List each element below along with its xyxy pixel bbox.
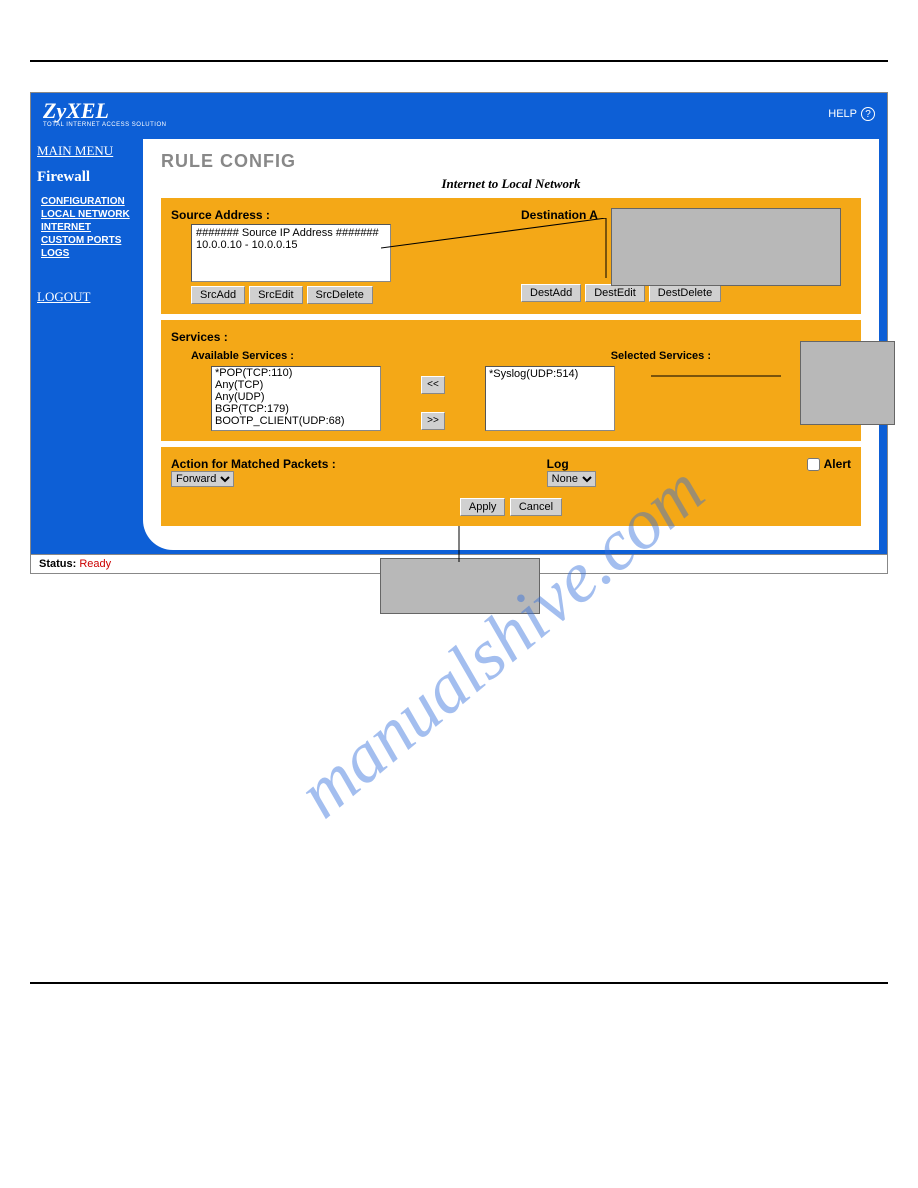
page-title: RULE CONFIG bbox=[161, 151, 861, 172]
callout-box-bottom bbox=[380, 558, 540, 614]
matched-packets-label: Action for Matched Packets : bbox=[171, 457, 336, 471]
dest-edit-button[interactable]: DestEdit bbox=[585, 284, 645, 302]
help-label: HELP bbox=[828, 108, 857, 120]
log-select[interactable]: None bbox=[547, 471, 596, 487]
list-item[interactable]: Any(UDP) bbox=[212, 391, 380, 403]
list-item[interactable]: Any(TCP) bbox=[212, 379, 380, 391]
src-add-button[interactable]: SrcAdd bbox=[191, 286, 245, 304]
services-panel: Services : Available Services : Selected… bbox=[161, 320, 861, 441]
sidebar-item-configuration[interactable]: CONFIGURATION bbox=[37, 196, 137, 207]
dest-delete-button[interactable]: DestDelete bbox=[649, 284, 721, 302]
callout-box-right bbox=[800, 341, 895, 425]
available-services-label: Available Services : bbox=[191, 350, 294, 362]
address-panel: Source Address : ####### Source IP Addre… bbox=[161, 198, 861, 314]
action-panel: Action for Matched Packets : Forward Log… bbox=[161, 447, 861, 526]
content-panel: RULE CONFIG Internet to Local Network So… bbox=[143, 139, 879, 550]
available-services-list[interactable]: *POP(TCP:110) Any(TCP) Any(UDP) BGP(TCP:… bbox=[211, 366, 381, 431]
list-item: ####### Source IP Address ####### bbox=[196, 227, 386, 239]
dest-add-button[interactable]: DestAdd bbox=[521, 284, 581, 302]
logo-tagline: TOTAL INTERNET ACCESS SOLUTION bbox=[43, 122, 166, 128]
move-right-button[interactable]: >> bbox=[421, 412, 445, 430]
sidebar-item-custom-ports[interactable]: CUSTOM PORTS bbox=[37, 235, 137, 246]
app-window: ZyXEL TOTAL INTERNET ACCESS SOLUTION HEL… bbox=[30, 92, 888, 574]
sidebar-item-internet[interactable]: INTERNET bbox=[37, 222, 137, 233]
main-menu-link[interactable]: MAIN MENU bbox=[37, 143, 137, 159]
logo-text: ZyXEL bbox=[43, 100, 166, 122]
cancel-button[interactable]: Cancel bbox=[510, 498, 562, 516]
list-item: 10.0.0.10 - 10.0.0.15 bbox=[196, 239, 386, 251]
sidebar-section-title: Firewall bbox=[37, 169, 137, 186]
alert-label: Alert bbox=[824, 457, 851, 471]
action-select[interactable]: Forward bbox=[171, 471, 234, 487]
page-subtitle: Internet to Local Network bbox=[161, 176, 861, 192]
list-item[interactable]: *Syslog(UDP:514) bbox=[489, 368, 611, 380]
list-item[interactable]: BOOTP_CLIENT(UDP:68) bbox=[212, 415, 380, 427]
selected-services-list[interactable]: *Syslog(UDP:514) bbox=[485, 366, 615, 431]
sidebar-item-logs[interactable]: LOGS bbox=[37, 248, 137, 259]
selected-services-label: Selected Services : bbox=[611, 350, 711, 362]
divider-top bbox=[30, 60, 888, 62]
src-delete-button[interactable]: SrcDelete bbox=[307, 286, 373, 304]
log-label: Log bbox=[547, 457, 596, 471]
status-value: Ready bbox=[79, 558, 111, 570]
logo: ZyXEL TOTAL INTERNET ACCESS SOLUTION bbox=[43, 100, 166, 128]
sidebar-item-local-network[interactable]: LOCAL NETWORK bbox=[37, 209, 137, 220]
dest-callout-box bbox=[611, 208, 841, 286]
connector-line-icon bbox=[457, 526, 461, 562]
move-left-button[interactable]: << bbox=[421, 376, 445, 394]
source-address-label: Source Address : bbox=[171, 208, 501, 222]
alert-checkbox[interactable] bbox=[807, 458, 820, 471]
source-address-list[interactable]: ####### Source IP Address ####### 10.0.0… bbox=[191, 224, 391, 282]
services-section-label: Services : bbox=[171, 330, 851, 344]
status-label: Status: bbox=[39, 558, 76, 570]
help-icon: ? bbox=[861, 107, 875, 121]
logout-link[interactable]: LOGOUT bbox=[37, 289, 137, 305]
divider-bottom bbox=[30, 982, 888, 984]
src-edit-button[interactable]: SrcEdit bbox=[249, 286, 302, 304]
sidebar: MAIN MENU Firewall CONFIGURATION LOCAL N… bbox=[31, 135, 143, 554]
help-link[interactable]: HELP ? bbox=[828, 107, 875, 121]
apply-button[interactable]: Apply bbox=[460, 498, 506, 516]
list-item[interactable]: BGP(TCP:179) bbox=[212, 403, 380, 415]
list-item[interactable]: *POP(TCP:110) bbox=[212, 367, 380, 379]
title-bar: ZyXEL TOTAL INTERNET ACCESS SOLUTION HEL… bbox=[31, 93, 887, 135]
